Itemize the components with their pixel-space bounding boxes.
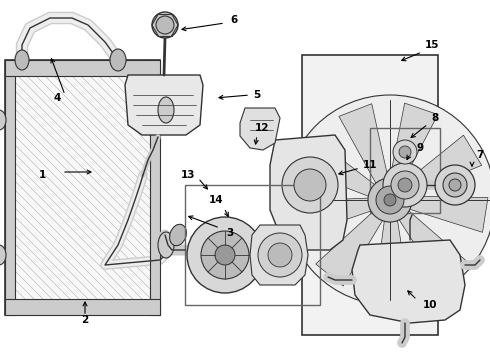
- Text: 12: 12: [255, 123, 269, 133]
- Polygon shape: [250, 225, 308, 285]
- Circle shape: [201, 231, 249, 279]
- Polygon shape: [125, 75, 203, 135]
- Bar: [5, 60, 15, 315]
- Text: 8: 8: [431, 113, 439, 123]
- Text: 10: 10: [423, 300, 437, 310]
- Polygon shape: [240, 108, 280, 150]
- Circle shape: [368, 178, 412, 222]
- Text: 13: 13: [181, 170, 195, 180]
- Circle shape: [376, 186, 404, 214]
- Circle shape: [285, 95, 490, 305]
- Text: 14: 14: [209, 195, 223, 205]
- Circle shape: [215, 245, 235, 265]
- Bar: [5, 60, 160, 315]
- Text: 3: 3: [226, 228, 234, 238]
- Circle shape: [383, 163, 427, 207]
- Circle shape: [152, 12, 178, 38]
- Ellipse shape: [0, 110, 6, 130]
- Text: 1: 1: [38, 170, 46, 180]
- Text: 11: 11: [363, 160, 377, 170]
- Polygon shape: [404, 135, 482, 194]
- Text: 7: 7: [476, 150, 484, 160]
- Circle shape: [393, 140, 417, 164]
- Bar: [5, 299, 160, 315]
- Polygon shape: [374, 221, 409, 297]
- Polygon shape: [390, 103, 438, 182]
- Circle shape: [258, 233, 302, 277]
- Circle shape: [294, 169, 326, 201]
- Bar: [185, 185, 320, 305]
- Ellipse shape: [15, 50, 29, 70]
- Circle shape: [156, 16, 174, 34]
- Circle shape: [443, 173, 467, 197]
- Bar: [150, 60, 160, 315]
- Circle shape: [398, 178, 412, 192]
- Circle shape: [435, 165, 475, 205]
- Polygon shape: [352, 240, 465, 323]
- Circle shape: [449, 179, 461, 191]
- Polygon shape: [339, 104, 388, 183]
- Polygon shape: [292, 198, 371, 236]
- Bar: [370, 128, 440, 213]
- Ellipse shape: [170, 224, 186, 246]
- Ellipse shape: [110, 49, 126, 71]
- Circle shape: [268, 243, 292, 267]
- Ellipse shape: [158, 97, 174, 123]
- Text: 5: 5: [253, 90, 261, 100]
- Circle shape: [282, 157, 338, 213]
- Polygon shape: [410, 196, 488, 232]
- Text: 15: 15: [425, 40, 439, 50]
- Circle shape: [399, 146, 411, 158]
- Polygon shape: [316, 213, 383, 286]
- Text: 2: 2: [81, 315, 89, 325]
- Polygon shape: [297, 138, 374, 196]
- Text: 9: 9: [416, 143, 423, 153]
- Polygon shape: [399, 211, 466, 284]
- Bar: [5, 60, 160, 76]
- Text: 6: 6: [230, 15, 238, 25]
- Ellipse shape: [158, 232, 174, 258]
- Circle shape: [187, 217, 263, 293]
- Circle shape: [391, 171, 419, 199]
- Polygon shape: [270, 135, 347, 250]
- Ellipse shape: [0, 245, 6, 265]
- Circle shape: [384, 194, 396, 206]
- Bar: [302, 55, 438, 335]
- Text: 4: 4: [53, 93, 61, 103]
